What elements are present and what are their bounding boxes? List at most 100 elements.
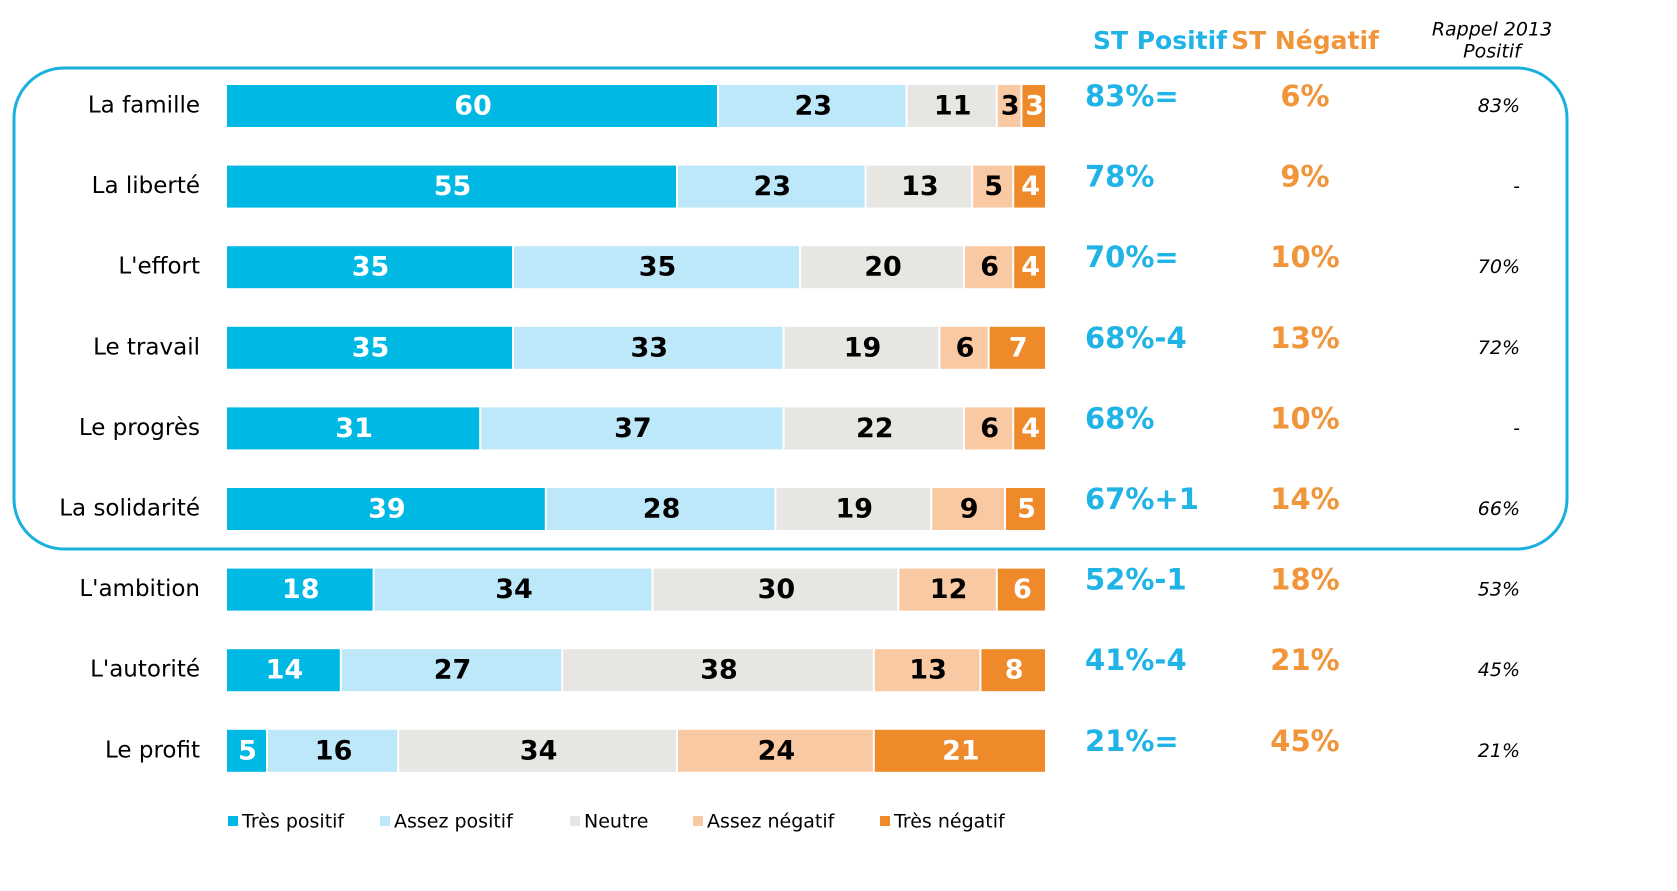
value-label: 28 xyxy=(643,494,681,525)
bar-segment xyxy=(719,85,906,127)
bar-segment xyxy=(563,649,873,692)
bar-segment xyxy=(1022,85,1045,127)
column-value-label: - xyxy=(1513,175,1520,197)
column-value: 67%+1 xyxy=(1085,482,1199,516)
column-value: 83%= xyxy=(1085,79,1179,113)
bar-segment xyxy=(784,407,963,450)
legend-label: Assez positif xyxy=(394,811,514,833)
value-label: 13 xyxy=(901,171,939,202)
bar-segment xyxy=(965,246,1013,289)
column-value: 6% xyxy=(1280,79,1329,113)
bar-segment xyxy=(546,488,775,530)
column-value-label: 66% xyxy=(1478,498,1520,520)
column-value: 83% xyxy=(1478,95,1520,117)
column-value-label: 78% xyxy=(1085,160,1154,194)
value-label: 23 xyxy=(795,91,833,122)
value-label: 9 xyxy=(960,494,979,525)
value-label: 6 xyxy=(956,332,975,363)
bar-segment xyxy=(776,488,931,530)
category-label: L'autorité xyxy=(90,657,200,683)
bar-segment xyxy=(981,649,1045,692)
value-label: 27 xyxy=(434,655,472,686)
category-label: L'effort xyxy=(118,254,200,280)
value-label: 4 xyxy=(1021,413,1040,444)
value-label: 38 xyxy=(700,655,738,686)
column-value: - xyxy=(1513,175,1520,197)
column-value-label: 14% xyxy=(1270,482,1339,516)
column-value-label: 70% xyxy=(1085,240,1154,274)
bar-segment xyxy=(227,729,266,772)
bar-segment xyxy=(801,246,963,289)
column-value: - xyxy=(1513,417,1520,439)
legend-swatch xyxy=(880,816,890,826)
column-value: 53% xyxy=(1478,578,1520,600)
bar-segment xyxy=(932,488,1004,530)
column-value: 70% xyxy=(1478,256,1520,278)
value-label: 35 xyxy=(352,252,390,283)
value-label: 22 xyxy=(856,413,894,444)
value-label: 34 xyxy=(520,735,558,766)
category-label: La famille xyxy=(88,93,200,119)
column-header: Rappel 2013 xyxy=(1432,19,1552,41)
bar-segment xyxy=(1014,165,1045,208)
bar-segment xyxy=(907,85,996,127)
column-header: ST Négatif xyxy=(1231,26,1380,55)
value-label: 5 xyxy=(1017,494,1036,525)
column-value: 66% xyxy=(1478,498,1520,520)
bar-segment xyxy=(227,85,717,127)
column-value: 21% xyxy=(1478,739,1520,761)
column-value: 10% xyxy=(1270,240,1339,274)
bar-segment xyxy=(399,729,676,772)
legend-swatch xyxy=(570,816,580,826)
legend-label: Assez négatif xyxy=(707,811,836,833)
column-value-label: 52% xyxy=(1085,563,1154,597)
value-label: 23 xyxy=(754,171,792,202)
column-value: 14% xyxy=(1270,482,1339,516)
legend-label: Très positif xyxy=(241,811,345,833)
bar-segment xyxy=(227,568,373,611)
bar-segment xyxy=(1014,246,1045,289)
value-label: 3 xyxy=(1025,91,1044,122)
column-value-label: 67% xyxy=(1085,482,1154,516)
column-value-label: 45% xyxy=(1478,659,1520,681)
column-value: 18% xyxy=(1270,563,1339,597)
value-label: 14 xyxy=(266,655,304,686)
value-label: 4 xyxy=(1021,171,1040,202)
column-value: 70%= xyxy=(1085,240,1179,274)
evolution: -4 xyxy=(1154,321,1186,355)
bar-segment xyxy=(227,246,512,289)
value-label: 3 xyxy=(1001,91,1020,122)
column-value-label: 6% xyxy=(1280,79,1329,113)
column-value-label: 10% xyxy=(1270,401,1339,435)
bar-segment xyxy=(973,165,1013,208)
bar-segment xyxy=(965,407,1013,450)
category-label: Le progrès xyxy=(79,415,200,441)
value-label: 13 xyxy=(909,655,947,686)
column-value-label: 21% xyxy=(1085,724,1154,758)
bar-segment xyxy=(374,568,652,611)
column-value: 13% xyxy=(1270,321,1339,355)
bar-segment xyxy=(227,165,676,208)
value-label: 6 xyxy=(980,252,999,283)
category-label: L'ambition xyxy=(79,576,200,602)
value-label: 4 xyxy=(1021,252,1040,283)
evolution: = xyxy=(1154,240,1178,274)
bar-segment xyxy=(866,165,972,208)
category-label: Le profit xyxy=(105,737,200,763)
bar-segment xyxy=(874,729,1045,772)
legend-swatch xyxy=(228,816,238,826)
column-value: 41%-4 xyxy=(1085,643,1187,677)
value-label: 18 xyxy=(282,574,320,605)
bar-segment xyxy=(678,729,873,772)
value-label: 55 xyxy=(434,171,472,202)
value-label: 19 xyxy=(844,332,882,363)
column-value: 21% xyxy=(1270,643,1339,677)
value-label: 6 xyxy=(980,413,999,444)
value-label: 8 xyxy=(1005,655,1024,686)
evolution: +1 xyxy=(1154,482,1198,516)
column-value: 10% xyxy=(1270,401,1339,435)
value-label: 5 xyxy=(238,735,257,766)
bar-segment xyxy=(227,649,340,692)
bar-segment xyxy=(227,326,512,369)
